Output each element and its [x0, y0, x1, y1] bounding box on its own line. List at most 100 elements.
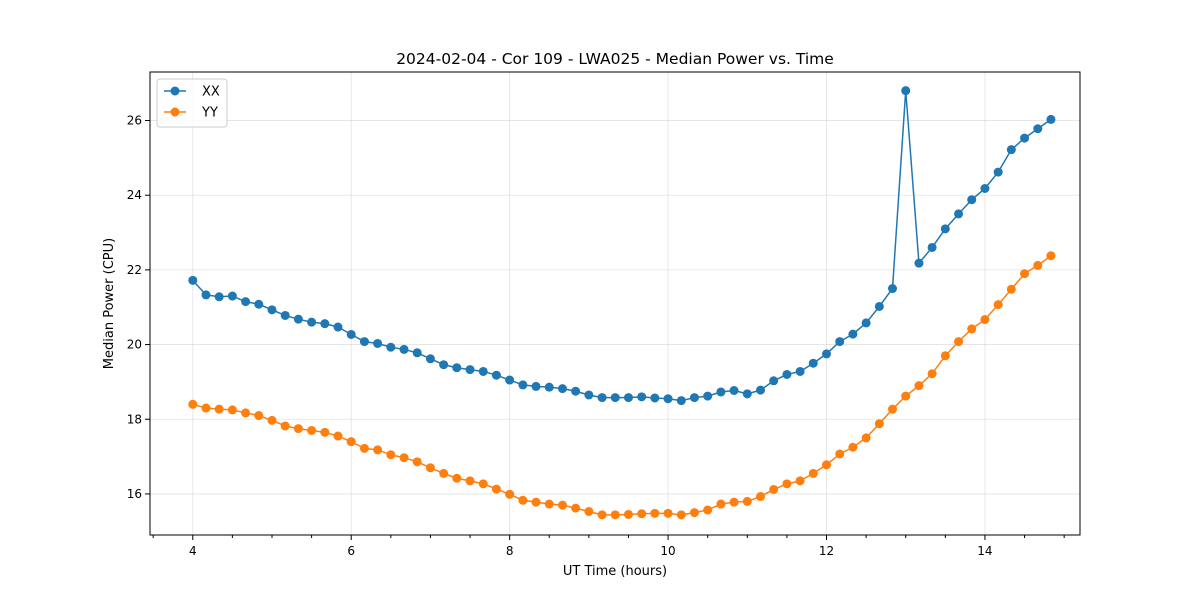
data-point-yy: [1006, 284, 1016, 294]
data-point-yy: [716, 499, 726, 509]
chart-title: 2024-02-04 - Cor 109 - LWA025 - Median P…: [396, 50, 834, 68]
data-point-yy: [399, 453, 409, 463]
data-point-xx: [227, 291, 237, 301]
legend-entries: XX YY: [164, 85, 220, 121]
data-point-xx: [769, 376, 779, 386]
data-point-yy: [914, 381, 924, 391]
y-tick-label: 22: [127, 263, 142, 277]
data-point-xx: [333, 322, 343, 332]
data-point-yy: [412, 457, 422, 467]
data-point-yy: [1020, 269, 1030, 279]
legend-entry-xx: XX: [164, 85, 220, 100]
data-point-yy: [822, 460, 832, 470]
data-point-xx: [729, 386, 739, 395]
data-point-xx: [439, 360, 449, 370]
series-xx: [188, 86, 1056, 406]
data-point-yy: [782, 479, 792, 489]
data-point-yy: [478, 479, 488, 489]
data-point-xx: [373, 338, 383, 348]
data-point-yy: [637, 509, 647, 519]
data-point-yy: [571, 503, 581, 513]
data-point-xx: [505, 375, 515, 385]
data-point-xx: [914, 258, 924, 268]
data-point-yy: [241, 408, 251, 418]
data-point-yy: [980, 315, 990, 325]
data-point-xx: [346, 329, 356, 339]
data-point-yy: [967, 324, 977, 334]
data-point-yy: [531, 497, 541, 507]
y-tick-label: 20: [127, 338, 142, 352]
legend-label: XX: [202, 85, 220, 100]
data-point-yy: [491, 484, 501, 494]
data-point-xx: [267, 305, 277, 315]
data-point-yy: [901, 391, 911, 401]
data-point-xx: [716, 387, 726, 397]
data-point-yy: [703, 505, 713, 515]
data-point-xx: [399, 344, 409, 354]
data-point-xx: [861, 318, 871, 328]
x-tick-label: 12: [819, 544, 834, 558]
data-point-yy: [346, 437, 356, 447]
x-tick-label: 10: [660, 544, 675, 558]
data-point-yy: [940, 351, 950, 361]
data-point-xx: [465, 365, 475, 375]
data-point-xx: [901, 86, 911, 96]
data-point-xx: [452, 363, 462, 373]
data-point-yy: [954, 337, 964, 347]
legend-entry-yy: YY: [164, 106, 218, 121]
data-point-xx: [478, 366, 488, 376]
data-point-xx: [887, 284, 897, 294]
y-tick-label: 16: [127, 487, 142, 501]
data-point-xx: [544, 382, 554, 392]
data-point-yy: [320, 427, 330, 437]
data-point-yy: [756, 492, 766, 502]
data-point-xx: [650, 393, 660, 403]
data-point-yy: [769, 484, 779, 494]
y-tick-label: 26: [127, 114, 142, 128]
legend: XX YY: [156, 78, 228, 128]
data-point-xx: [293, 314, 303, 324]
y-axis: 16 18 20 22 24 26: [127, 114, 150, 501]
data-point-xx: [241, 297, 251, 307]
data-point-yy: [623, 509, 633, 519]
x-axis: 4 6 8 10 12 14: [152, 535, 1065, 558]
data-point-yy: [861, 433, 871, 443]
data-point-yy: [689, 508, 699, 518]
data-point-xx: [980, 184, 990, 193]
legend-label: YY: [201, 106, 218, 121]
data-point-xx: [663, 394, 673, 404]
data-point-xx: [425, 354, 435, 364]
data-point-xx: [280, 310, 290, 320]
data-point-yy: [742, 496, 752, 506]
data-point-yy: [1046, 251, 1056, 261]
x-tick-label: 4: [189, 544, 197, 558]
data-point-yy: [227, 405, 237, 415]
data-point-yy: [808, 468, 818, 478]
data-point-xx: [597, 393, 607, 403]
data-point-xx: [571, 386, 581, 396]
legend-marker: [170, 107, 180, 117]
data-point-xx: [637, 392, 647, 402]
data-point-xx: [584, 390, 594, 400]
data-point-xx: [1020, 133, 1030, 143]
data-point-xx: [557, 384, 567, 394]
data-point-yy: [874, 419, 884, 429]
data-point-xx: [610, 393, 620, 403]
data-point-xx: [359, 337, 369, 347]
data-point-yy: [835, 449, 845, 459]
data-point-yy: [465, 476, 475, 486]
data-point-xx: [254, 299, 264, 309]
data-point-xx: [676, 396, 686, 406]
x-tick-label: 8: [506, 544, 514, 558]
grid: [150, 72, 1080, 535]
series-yy: [188, 251, 1056, 520]
x-tick-label: 14: [977, 544, 992, 558]
data-point-yy: [650, 508, 660, 518]
x-tick-label: 6: [347, 544, 355, 558]
data-point-xx: [993, 167, 1003, 177]
data-point-yy: [280, 421, 290, 431]
data-point-yy: [676, 510, 686, 520]
data-point-xx: [874, 301, 884, 311]
data-point-xx: [742, 389, 752, 399]
data-point-yy: [188, 399, 198, 409]
